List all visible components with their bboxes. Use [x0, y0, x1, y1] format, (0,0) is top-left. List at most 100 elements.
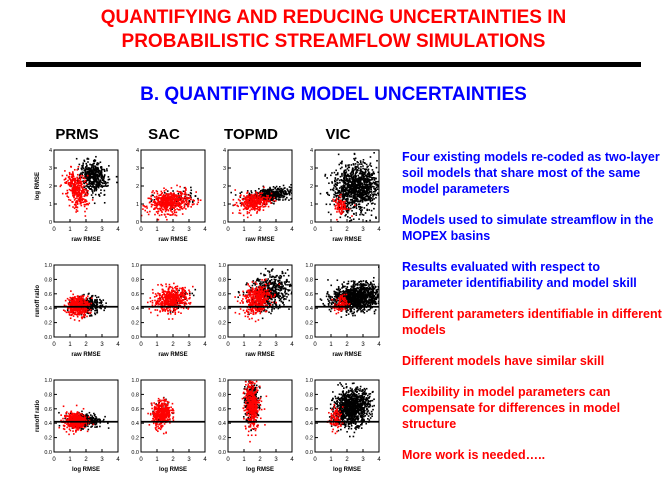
red-point — [156, 208, 159, 210]
red-point — [169, 285, 172, 288]
red-point — [163, 213, 166, 216]
black-point — [358, 184, 360, 186]
black-point — [353, 152, 356, 155]
black-point — [179, 296, 182, 298]
red-point — [79, 309, 81, 311]
red-point — [157, 196, 160, 199]
black-point — [92, 176, 94, 179]
red-point — [153, 192, 156, 194]
red-point — [179, 208, 181, 211]
red-point — [183, 293, 186, 296]
red-point — [168, 193, 170, 196]
red-point — [179, 300, 182, 302]
red-point — [152, 201, 155, 203]
black-point — [361, 188, 364, 190]
red-point — [64, 177, 67, 180]
red-point — [156, 192, 159, 195]
red-point — [341, 212, 343, 215]
black-point — [92, 181, 95, 184]
red-point — [80, 183, 83, 186]
red-point — [173, 204, 176, 207]
black-point — [352, 188, 355, 190]
black-point — [96, 162, 99, 164]
black-point — [366, 177, 369, 180]
y-tick-label: 4 — [310, 148, 313, 154]
black-point — [278, 279, 281, 282]
red-point — [172, 201, 175, 204]
black-point — [359, 172, 362, 175]
red-point — [175, 294, 177, 297]
red-point — [180, 198, 183, 201]
black-point — [276, 293, 279, 295]
red-point — [179, 294, 182, 296]
black-point — [262, 190, 265, 193]
red-point — [165, 294, 168, 296]
black-point — [380, 197, 382, 199]
red-point — [248, 198, 251, 200]
red-point — [168, 283, 171, 286]
black-point — [95, 163, 98, 166]
red-point — [340, 193, 342, 196]
black-point — [351, 199, 354, 202]
red-point — [161, 307, 163, 310]
red-point — [78, 307, 81, 310]
black-point — [273, 307, 276, 310]
black-point — [350, 193, 352, 196]
red-point — [83, 311, 85, 314]
black-point — [376, 183, 378, 185]
black-point — [366, 187, 369, 189]
red-point — [73, 199, 76, 201]
red-point — [186, 293, 189, 295]
red-point — [182, 197, 185, 200]
red-point — [253, 205, 255, 208]
red-point — [70, 173, 73, 176]
red-point — [162, 205, 164, 207]
red-point — [74, 201, 77, 204]
black-point — [81, 165, 83, 167]
black-point — [96, 301, 98, 304]
red-point — [81, 297, 84, 300]
red-point — [165, 193, 168, 196]
black-point — [90, 314, 93, 316]
red-point — [164, 295, 166, 298]
black-point — [347, 201, 349, 204]
black-point — [357, 166, 359, 168]
red-point — [251, 206, 254, 209]
red-point — [165, 201, 167, 204]
red-point — [244, 198, 246, 201]
red-point — [340, 199, 342, 202]
black-point — [369, 219, 371, 222]
black-point — [96, 310, 99, 312]
red-point — [68, 171, 71, 174]
black-point — [90, 167, 92, 170]
black-point — [355, 206, 357, 208]
black-point — [347, 193, 350, 196]
black-point — [334, 192, 337, 195]
red-point — [130, 206, 132, 208]
black-point — [102, 178, 105, 181]
black-point — [337, 194, 339, 197]
red-point — [74, 206, 77, 208]
red-point — [86, 203, 89, 205]
black-point — [343, 172, 345, 175]
red-point — [248, 195, 251, 198]
black-point — [274, 187, 277, 189]
black-point — [380, 191, 382, 193]
red-point — [85, 301, 87, 303]
y-tick-label: 2 — [49, 184, 52, 190]
black-point — [97, 180, 99, 183]
black-point — [367, 169, 369, 172]
black-point — [364, 195, 367, 198]
red-point — [178, 199, 180, 201]
red-point — [69, 180, 72, 182]
red-point — [180, 200, 183, 202]
black-point — [259, 190, 262, 192]
x-tick-label: 0 — [139, 342, 143, 348]
red-point — [85, 207, 88, 210]
red-point — [185, 197, 187, 200]
black-point — [84, 181, 87, 184]
red-point — [82, 295, 85, 297]
point-cloud — [146, 282, 197, 320]
red-point — [177, 204, 179, 206]
black-point — [348, 201, 351, 204]
